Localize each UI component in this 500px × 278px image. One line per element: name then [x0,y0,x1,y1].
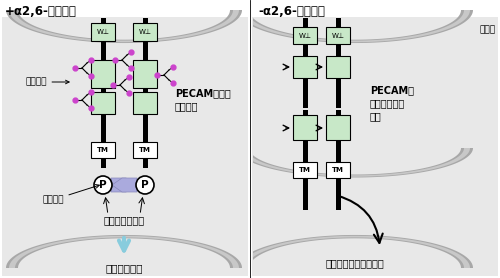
Bar [326,162,350,178]
Bar [293,56,317,78]
Bar [91,23,115,41]
FancyArrow shape [111,178,136,192]
Bar [133,60,157,88]
Text: P: P [99,180,107,190]
Bar [142,18,148,168]
Bar [302,18,308,108]
Bar [293,115,317,140]
Text: TM: TM [332,167,344,173]
Polygon shape [9,10,239,42]
Text: W⊥: W⊥ [332,33,344,38]
Bar [302,110,308,210]
Circle shape [94,176,112,194]
Bar [133,23,157,41]
Text: P: P [141,180,149,190]
Polygon shape [253,148,473,177]
Text: 細胞内に取り込まれる: 細胞内に取り込まれる [326,258,384,268]
Polygon shape [6,10,242,43]
Text: -α2,6-シアル酸: -α2,6-シアル酸 [258,4,325,18]
Polygon shape [253,235,473,268]
Circle shape [136,176,154,194]
Polygon shape [9,236,239,268]
Polygon shape [6,235,242,268]
Bar [91,92,115,114]
Bar [100,18,105,168]
Text: W⊥: W⊥ [138,29,151,35]
Bar [336,18,340,108]
Bar [326,56,350,78]
Text: 脱リン酸化酵素: 脱リン酸化酵素 [104,215,144,225]
Text: W⊥: W⊥ [96,29,110,35]
Polygon shape [253,148,470,177]
Text: リン酸基: リン酸基 [42,185,100,205]
Text: シアル酸: シアル酸 [25,78,69,86]
Text: 細胞膜: 細胞膜 [480,26,496,34]
Bar [336,110,340,210]
Bar [91,142,115,158]
Bar [2,17,248,276]
Text: PECAMが
相互作用でき
ない: PECAMが 相互作用でき ない [370,85,414,121]
Text: PECAM同士の
相互作用: PECAM同士の 相互作用 [175,88,231,111]
Text: W⊥: W⊥ [298,33,312,38]
Text: +α2,6-シアル酸: +α2,6-シアル酸 [5,4,77,18]
Bar [293,162,317,178]
Polygon shape [253,10,473,43]
Bar [133,142,157,158]
Text: TM: TM [139,147,151,153]
Text: TM: TM [299,167,311,173]
Bar [293,27,317,44]
Bar [252,17,498,276]
Bar [326,27,350,44]
Polygon shape [253,236,470,268]
Bar [326,115,350,140]
Text: 生存シグナル: 生存シグナル [106,263,143,273]
FancyArrow shape [112,178,137,192]
Polygon shape [253,10,470,42]
Bar [91,60,115,88]
Bar [133,92,157,114]
Text: TM: TM [97,147,109,153]
